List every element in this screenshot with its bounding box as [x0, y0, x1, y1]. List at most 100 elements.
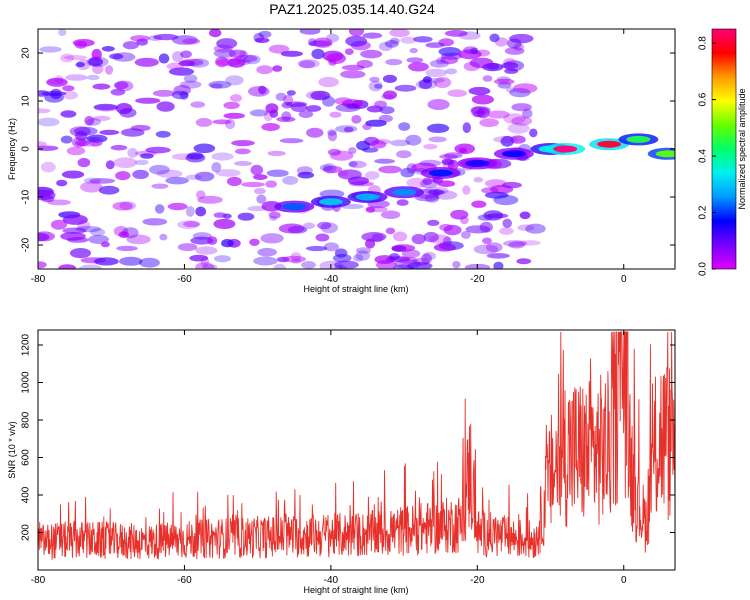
y-tick-label: -20 [21, 237, 32, 252]
heatmap-background-cell [47, 78, 65, 85]
heatmap-background-cell [429, 234, 451, 244]
heatmap-background-cell [249, 238, 260, 246]
heatmap-background-cell [195, 206, 207, 217]
heatmap-background-cell [268, 211, 281, 219]
heatmap-background-cell [211, 162, 222, 173]
heatmap-background-cell [38, 141, 47, 147]
heatmap-background-cell [75, 130, 88, 141]
heatmap-background-cell [265, 103, 279, 114]
heatmap-background-cell [77, 157, 91, 168]
heatmap-background-cell [337, 170, 348, 177]
heatmap-background-cell [487, 110, 510, 119]
heatmap-background-cell [168, 67, 195, 76]
colorbar-tick-label: 0.6 [698, 92, 709, 106]
heatmap-background-cell [380, 210, 401, 219]
heatmap-background-cell [385, 227, 396, 235]
colorbar-ticks: 0.0 0.2 0.4 0.6 0.8 [698, 36, 716, 276]
heatmap-background-cell [158, 53, 170, 64]
heatmap-background-cell [183, 220, 201, 228]
heatmap-background-cell [493, 78, 515, 85]
heatmap-background-cell [356, 59, 373, 69]
heatmap-background-cell [179, 80, 202, 89]
heatmap-background-cell [243, 54, 261, 65]
snr-frame [37, 329, 676, 571]
heatmap-background-cell [439, 154, 458, 160]
heatmap-background-cell [215, 169, 241, 177]
heatmap-background-cell [452, 261, 461, 269]
heatmap-background-cell [320, 222, 339, 234]
snr-plot-area [38, 331, 675, 560]
heatmap-background-cell [171, 90, 189, 100]
heatmap-background-cell [322, 95, 335, 107]
heatmap-background-cell [433, 243, 456, 252]
y-tick-label: 400 [21, 486, 32, 503]
heatmap-background-cell [134, 57, 159, 67]
heatmap-background-cell [428, 136, 447, 143]
heatmap-background-cell [38, 145, 59, 151]
heatmap-background-cell [519, 211, 531, 220]
heatmap-background-cell [149, 164, 170, 175]
heatmap-background-cell [92, 115, 111, 122]
heatmap-background-cell [151, 183, 169, 189]
heatmap-background-cell [303, 222, 315, 230]
heatmap-ridge-cell [392, 188, 417, 196]
heatmap-background-cell [263, 110, 273, 122]
heatmap-background-cell [318, 76, 339, 88]
heatmap-background-cell [140, 153, 154, 159]
heatmap-background-cell [499, 227, 514, 235]
y-tick-label: 0 [21, 146, 32, 152]
heatmap-background-cell [398, 256, 418, 265]
heatmap-ridge-cell [501, 150, 526, 158]
heatmap-background-cell [432, 189, 441, 197]
heatmap-background-cell [486, 242, 503, 253]
spectrogram-y-axis-label: Frequency (Hz) [7, 118, 17, 180]
heatmap-background-cell [348, 29, 365, 37]
heatmap-background-cell [99, 129, 120, 136]
heatmap-background-cell [278, 223, 305, 234]
heatmap-background-cell [159, 233, 168, 241]
heatmap-background-cell [93, 103, 118, 111]
heatmap-background-cell [315, 233, 330, 242]
heatmap-background-cell [268, 44, 290, 54]
heatmap-background-cell [56, 179, 68, 187]
heatmap-background-cell [66, 237, 89, 243]
heatmap-background-cell [197, 195, 223, 204]
heatmap-background-cell [221, 239, 234, 248]
heatmap-background-cell [389, 37, 400, 45]
x-tick-label: -60 [177, 575, 192, 586]
colorbar-tick-label: 0.4 [698, 149, 709, 163]
heatmap-background-cell [425, 78, 445, 83]
heatmap-background-cell [374, 83, 383, 89]
heatmap-background-cell [444, 30, 468, 37]
heatmap-background-cell [518, 240, 541, 246]
heatmap-background-cell [46, 77, 68, 87]
heatmap-background-cell [76, 59, 91, 71]
heatmap-background-cell [378, 41, 393, 52]
heatmap-background-cell [214, 255, 231, 263]
heatmap-background-cell [334, 260, 359, 269]
heatmap-background-cell [385, 58, 403, 66]
heatmap-background-cell [334, 265, 347, 269]
heatmap-background-cell [470, 47, 479, 55]
heatmap-background-cell [427, 123, 450, 133]
heatmap-background-cell [406, 177, 428, 189]
heatmap-background-cell [115, 171, 131, 181]
heatmap-ridge-cell [553, 145, 578, 153]
heatmap-background-cell [189, 254, 209, 262]
heatmap-background-cell [40, 161, 56, 173]
heatmap-background-cell [180, 50, 192, 59]
heatmap-background-cell [86, 56, 109, 68]
heatmap-background-cell [213, 212, 227, 218]
heatmap-background-cell [177, 243, 198, 252]
heatmap-background-cell [91, 48, 102, 60]
heatmap-background-cell [348, 160, 367, 169]
heatmap-background-cell [290, 252, 302, 262]
heatmap-background-cell [365, 206, 376, 213]
heatmap-background-cell [256, 65, 273, 75]
heatmap-background-cell [511, 103, 532, 112]
heatmap-background-cell [86, 74, 100, 81]
heatmap-background-cell [94, 104, 119, 112]
colorbar-tick-label: 0.0 [698, 262, 709, 276]
heatmap-background-cell [504, 47, 525, 55]
